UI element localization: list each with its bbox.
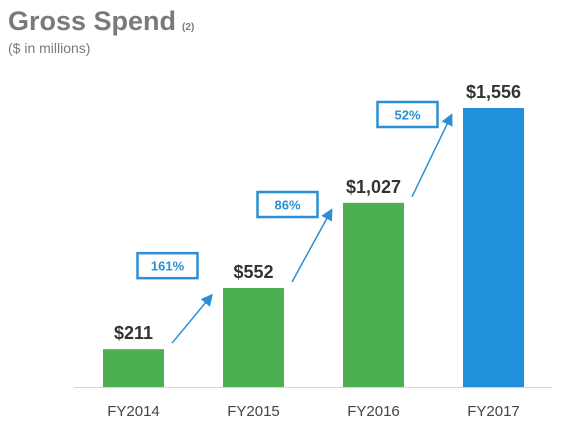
chart-subtitle: ($ in millions) (8, 40, 91, 56)
growth-box (376, 100, 439, 129)
growth-label: 161% (151, 259, 185, 274)
bar-fy2016 (343, 202, 404, 387)
bar-fy2014 (103, 349, 164, 387)
growth-arrow (411, 113, 453, 198)
value-label: $211 (114, 323, 153, 343)
growth-label: 86% (274, 198, 300, 213)
growth-box (256, 190, 319, 219)
x-tick-label: FY2015 (227, 403, 280, 420)
growth-box (136, 251, 199, 280)
growth-label: 52% (394, 108, 420, 123)
value-label: $552 (233, 262, 273, 282)
bar-fy2015 (223, 288, 284, 387)
title-footnote: (2) (182, 22, 195, 33)
x-tick-label: FY2014 (107, 403, 160, 420)
x-tick-label: FY2017 (467, 403, 520, 420)
value-label: $1,556 (466, 82, 521, 102)
chart-title: Gross Spend (8, 6, 177, 36)
bar-fy2017 (463, 108, 524, 387)
x-tick-label: FY2016 (347, 403, 400, 420)
growth-arrow (291, 208, 333, 283)
title-row: Gross Spend (2) (8, 6, 194, 37)
value-label: $1,027 (346, 177, 401, 197)
growth-arrow (171, 293, 213, 344)
